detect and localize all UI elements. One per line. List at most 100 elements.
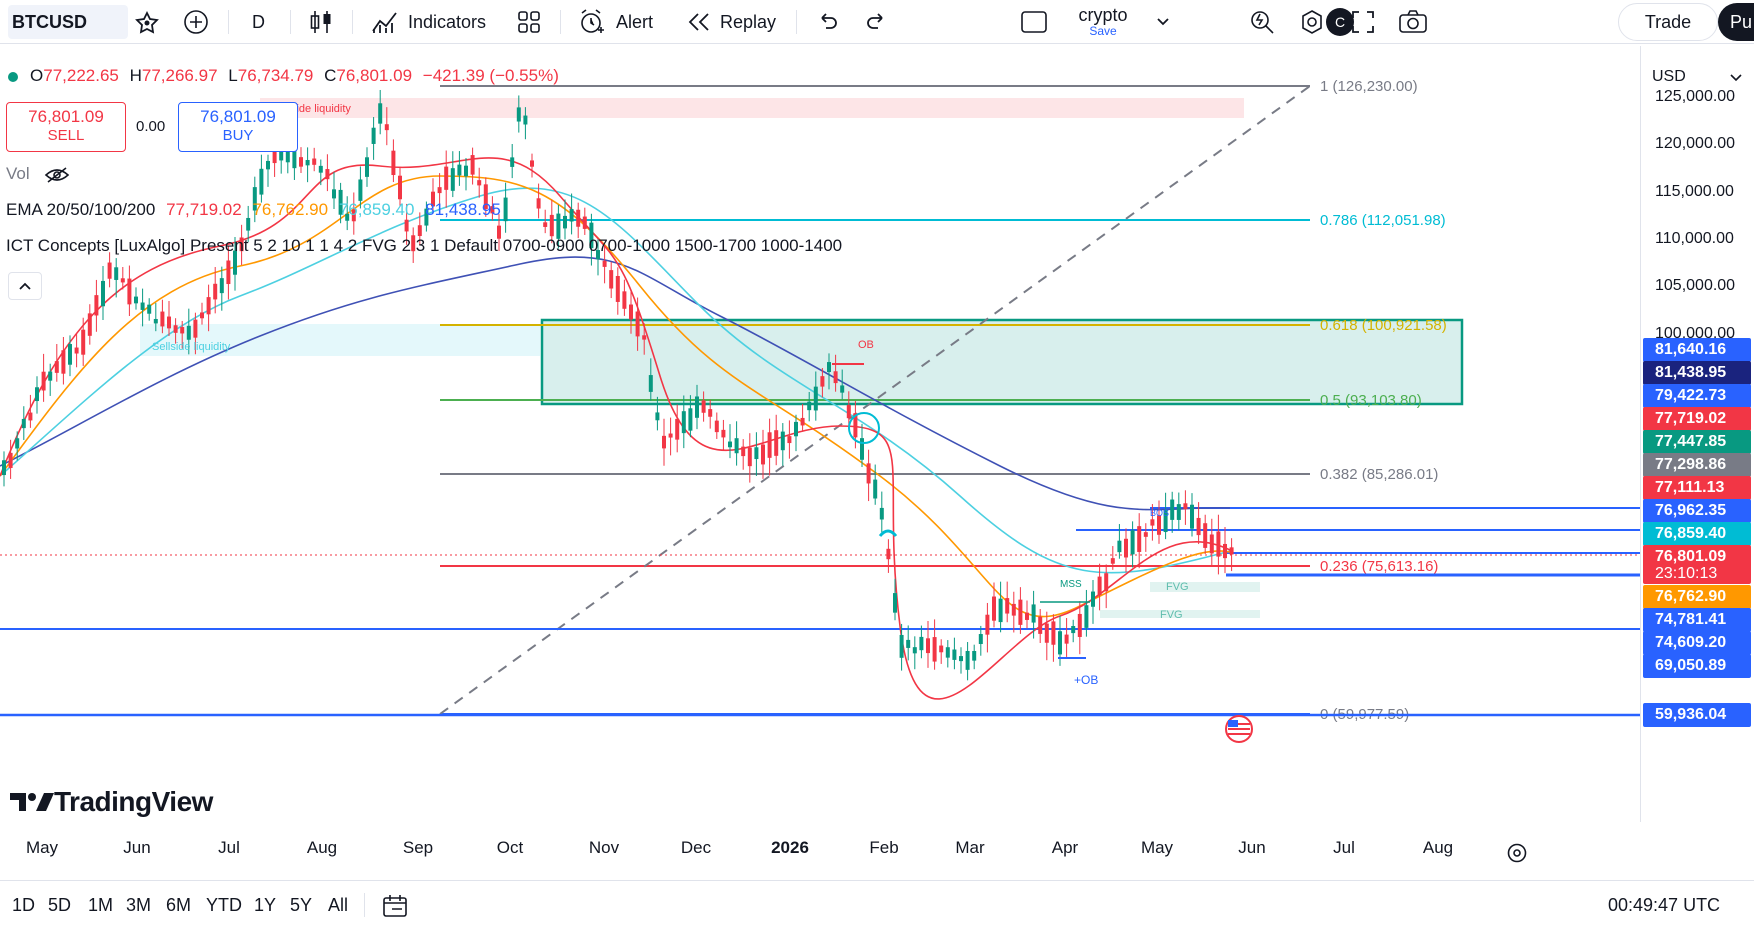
- market-status-icon: [8, 71, 18, 82]
- us-flag-event-icon[interactable]: [1225, 715, 1253, 743]
- candle: [662, 435, 666, 449]
- save-label: Save: [1089, 24, 1117, 38]
- range-button-all[interactable]: All: [328, 895, 349, 915]
- symbol-search[interactable]: BTCUSD: [8, 5, 128, 39]
- alert-button[interactable]: Alert: [578, 0, 653, 44]
- buy-button[interactable]: 76,801.09 BUY: [178, 102, 298, 152]
- collapse-legend-button[interactable]: [8, 272, 42, 300]
- candle: [688, 408, 693, 431]
- layout-save-button[interactable]: crypto Save: [1068, 0, 1138, 44]
- layout-name: crypto: [1078, 5, 1128, 25]
- range-button-5d[interactable]: 5D: [48, 895, 72, 915]
- range-button-1d[interactable]: 1D: [12, 895, 36, 915]
- chart-type-candles-icon[interactable]: [308, 0, 334, 44]
- publish-button[interactable]: Pu: [1718, 3, 1754, 41]
- candlestick-series[interactable]: [2, 89, 1234, 681]
- indicators-label: Indicators: [408, 11, 487, 32]
- time-axis[interactable]: May Jun Jul Aug Sep Oct Nov Dec 2026 Feb Mar Apr May…: [0, 838, 1640, 868]
- ema-50-line: [0, 175, 1231, 618]
- candle: [61, 350, 66, 374]
- calendar-icon[interactable]: [382, 893, 408, 924]
- candle: [998, 598, 1003, 623]
- compare-symbol-icon[interactable]: [182, 0, 210, 44]
- camera-icon[interactable]: [1398, 0, 1428, 44]
- settings-gear-icon[interactable]: [1298, 0, 1326, 44]
- replay-button[interactable]: Replay: [686, 0, 776, 44]
- candle: [239, 237, 244, 252]
- currency-select[interactable]: USD: [1646, 64, 1748, 90]
- price-axis-label: 74,781.41: [1643, 608, 1751, 632]
- favorite-icon[interactable]: [134, 0, 160, 44]
- toolbar-divider: [228, 10, 229, 34]
- chevron-down-icon: [1730, 74, 1742, 82]
- candle: [886, 548, 891, 560]
- candle: [800, 417, 805, 426]
- ema-legend[interactable]: EMA 20/50/100/200 77,719.02 76,762.90 76…: [6, 200, 501, 220]
- candle: [615, 275, 620, 302]
- price-axis-label: 76,962.35: [1643, 499, 1751, 523]
- candle: [648, 375, 653, 392]
- candle: [1104, 573, 1109, 592]
- candle: [1137, 526, 1142, 552]
- ema-100-value: 76,859.40: [338, 200, 415, 219]
- tradingview-logo: TradingView: [10, 786, 213, 818]
- range-button-ytd[interactable]: YTD: [206, 895, 242, 915]
- indicators-button[interactable]: Indicators: [370, 0, 486, 44]
- trade-button[interactable]: Trade: [1618, 3, 1718, 41]
- axis-settings-icon[interactable]: [1506, 842, 1528, 869]
- candle: [939, 645, 944, 653]
- candle: [629, 304, 633, 320]
- volume-legend[interactable]: Vol: [6, 164, 70, 184]
- range-button-5y[interactable]: 5Y: [290, 895, 313, 915]
- candle: [827, 362, 831, 373]
- buyside-liquidity-zone: [260, 98, 1244, 118]
- price-axis-label: 59,936.04: [1643, 703, 1751, 727]
- candle: [470, 155, 475, 175]
- candle: [1124, 538, 1128, 558]
- time-tick: Apr: [1051, 838, 1079, 857]
- candle: [675, 418, 680, 440]
- candle: [457, 164, 462, 176]
- range-button-3m[interactable]: 3M: [126, 895, 152, 915]
- price-tick: 100,000.00: [1655, 325, 1736, 342]
- undo-icon[interactable]: [814, 0, 840, 44]
- redo-icon[interactable]: [864, 0, 890, 44]
- ict-legend[interactable]: ICT Concepts [LuxAlgo] Present 5 2 10 1 …: [6, 236, 843, 255]
- buy-label: BUY: [222, 127, 254, 144]
- fib-retracement[interactable]: 1 (126,230.00) 0.786 (112,051.98) 0.618 …: [439, 78, 1447, 723]
- candle: [41, 371, 46, 391]
- ema-label: EMA 20/50/100/200: [6, 200, 156, 219]
- price-axis-label: 77,719.02: [1643, 407, 1751, 431]
- candle: [635, 311, 640, 337]
- candle: [1170, 499, 1175, 520]
- candle: [754, 447, 759, 460]
- quick-search-icon[interactable]: [1248, 0, 1276, 44]
- eye-hidden-icon[interactable]: [44, 166, 70, 184]
- fib-label-0786: 0.786 (112,051.98): [1320, 212, 1446, 229]
- utc-clock[interactable]: 00:49:47 UTC: [1608, 895, 1721, 915]
- price-chart[interactable]: 1 (126,230.00) 0.786 (112,051.98) 0.618 …: [0, 46, 1640, 822]
- range-button-1m[interactable]: 1M: [88, 895, 114, 915]
- candle: [1044, 623, 1049, 643]
- order-block-zone: [540, 318, 1464, 406]
- sell-button[interactable]: 76,801.09 SELL: [6, 102, 126, 152]
- interval-button[interactable]: D: [252, 11, 265, 32]
- chevron-down-icon[interactable]: [1156, 0, 1170, 44]
- open-key: O: [30, 66, 44, 85]
- fullscreen-icon[interactable]: [1350, 0, 1376, 44]
- price-scale[interactable]: 125,000.00 120,000.00 115,000.00 110,000…: [1640, 46, 1754, 822]
- candle: [873, 479, 878, 499]
- candle: [945, 647, 950, 658]
- candle: [74, 347, 79, 354]
- layout-select-icon[interactable]: [1020, 0, 1048, 44]
- candle: [94, 295, 99, 316]
- range-button-6m[interactable]: 6M: [166, 895, 192, 915]
- ob-label: OB: [858, 339, 874, 351]
- time-tick: Aug: [306, 838, 338, 857]
- indicator-templates-icon[interactable]: [516, 0, 542, 44]
- avatar[interactable]: C: [1326, 8, 1354, 36]
- candle: [965, 650, 970, 670]
- range-button-1y[interactable]: 1Y: [254, 895, 277, 915]
- candle: [681, 411, 686, 434]
